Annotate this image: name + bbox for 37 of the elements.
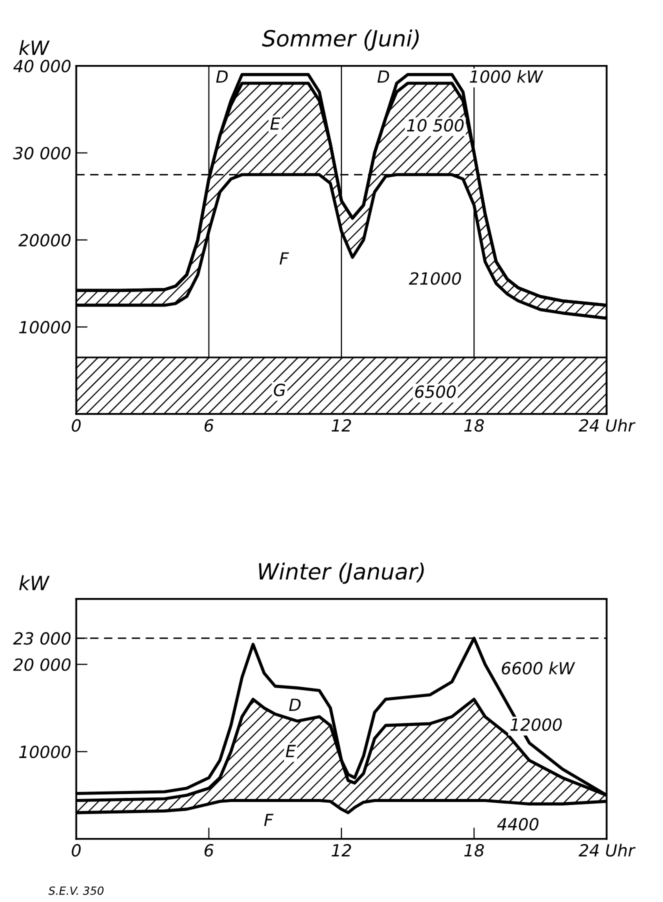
- text: S.E.V. 350: [48, 886, 104, 895]
- chart-title: Winter (Januar): [258, 562, 424, 584]
- x-tick-label: 0: [72, 844, 81, 857]
- x-tick-label: 12: [332, 844, 352, 856]
- x-tick-label: 18: [464, 844, 484, 857]
- annotation: F: [264, 814, 274, 826]
- y-tick-label: 10000: [19, 320, 71, 334]
- annotation: 6600 kW: [502, 662, 576, 675]
- x-tick-label: 12: [332, 419, 352, 432]
- y-tick-label: 40 000: [13, 60, 71, 72]
- annotation: D: [216, 70, 228, 83]
- chart-title: Sommer (Juni): [262, 30, 419, 51]
- y-axis-title: kW: [19, 575, 50, 590]
- annotation: E: [270, 117, 280, 130]
- y-tick-label: 10000: [19, 746, 71, 758]
- x-tick-label: 24 Uhr: [578, 418, 636, 432]
- y-tick-label: 20000: [18, 234, 71, 246]
- annotation: 10 500: [406, 119, 464, 132]
- y-axis-title: kW: [19, 40, 50, 55]
- x-tick-label: 18: [464, 419, 484, 432]
- annotation: 6500: [415, 385, 456, 398]
- annotation: 21000: [408, 272, 461, 285]
- x-tick-label: 6: [204, 419, 214, 432]
- annotation: D: [289, 698, 301, 711]
- x-tick-label: 6: [204, 844, 214, 857]
- x-tick-label: 0: [72, 419, 81, 432]
- y-tick-label: 30 000: [13, 146, 71, 160]
- x-tick-label: 24 Uhr: [578, 844, 636, 857]
- annotation: F: [280, 252, 289, 265]
- annotation: D: [377, 70, 390, 83]
- annotation: E: [286, 744, 296, 758]
- annotation: 4400: [497, 818, 538, 830]
- annotation: 1000 kW: [470, 70, 544, 83]
- annotation: G: [274, 384, 286, 396]
- annotation: 12000: [510, 718, 562, 731]
- y-tick-label: 20 000: [13, 658, 71, 671]
- y-tick-label: 23 000: [13, 632, 71, 645]
